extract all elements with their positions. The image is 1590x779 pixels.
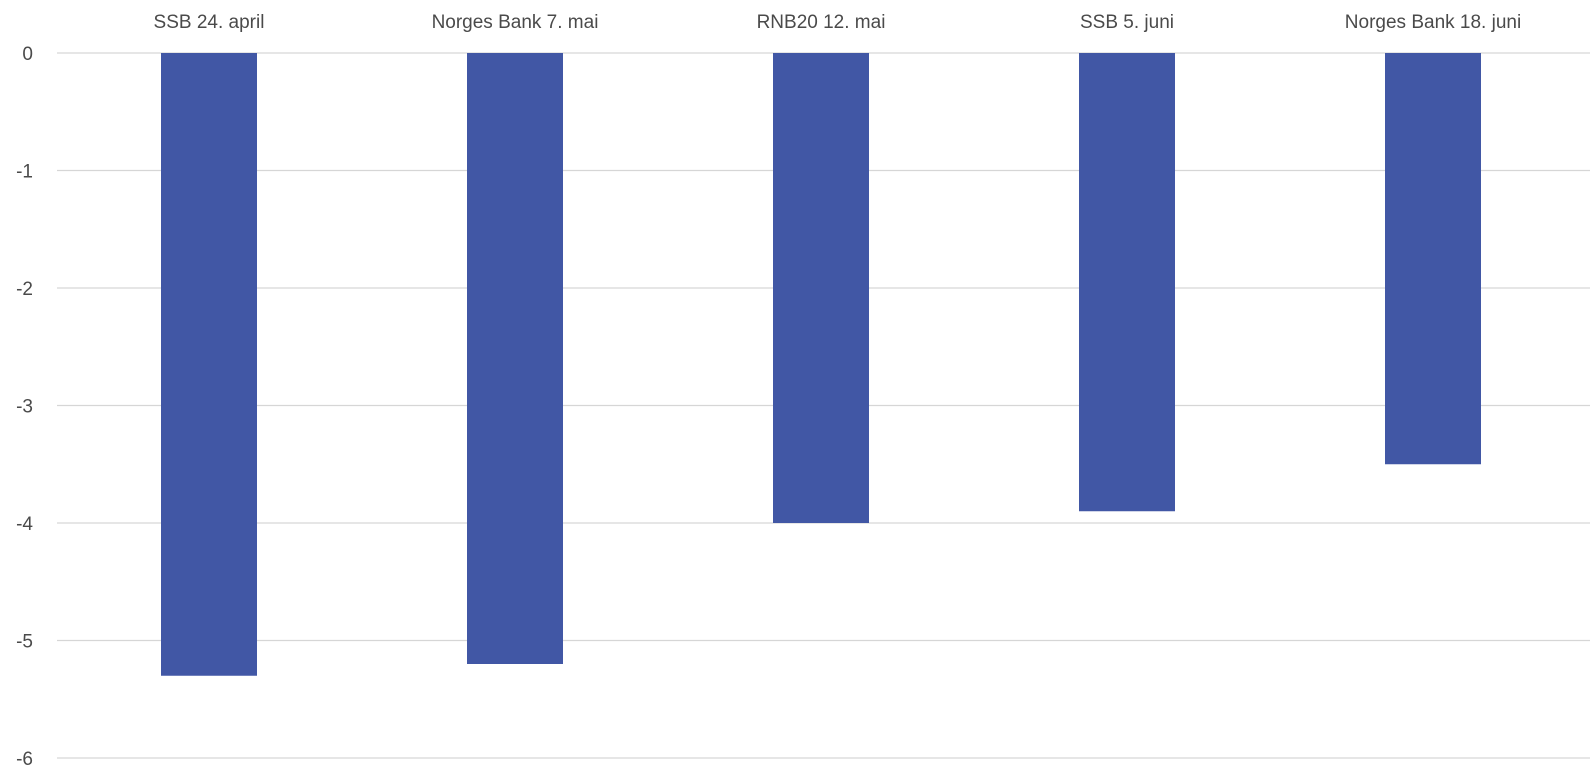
y-tick-label: -3 [16, 397, 33, 418]
category-label: SSB 24. april [154, 12, 265, 33]
y-tick-label: -4 [16, 514, 33, 535]
y-tick-label: -6 [16, 749, 33, 770]
bars [161, 53, 1481, 676]
category-label: RNB20 12. mai [757, 12, 886, 33]
y-tick-label: -1 [16, 162, 33, 183]
category-labels: SSB 24. april Norges Bank 7. mai RNB20 12.… [154, 12, 1522, 33]
category-label: Norges Bank 7. mai [432, 12, 599, 33]
bar [1385, 53, 1481, 465]
category-label: SSB 5. juni [1080, 12, 1174, 33]
y-tick-label: -2 [16, 279, 33, 300]
y-tick-label: 0 [22, 44, 33, 65]
bar [161, 53, 257, 676]
bar [467, 53, 563, 664]
y-tick-label: -5 [16, 632, 33, 653]
bar [1079, 53, 1175, 512]
category-label: Norges Bank 18. juni [1345, 12, 1521, 33]
bar [773, 53, 869, 523]
y-axis-ticks: 0 -1 -2 -3 -4 -5 -6 [16, 44, 33, 770]
